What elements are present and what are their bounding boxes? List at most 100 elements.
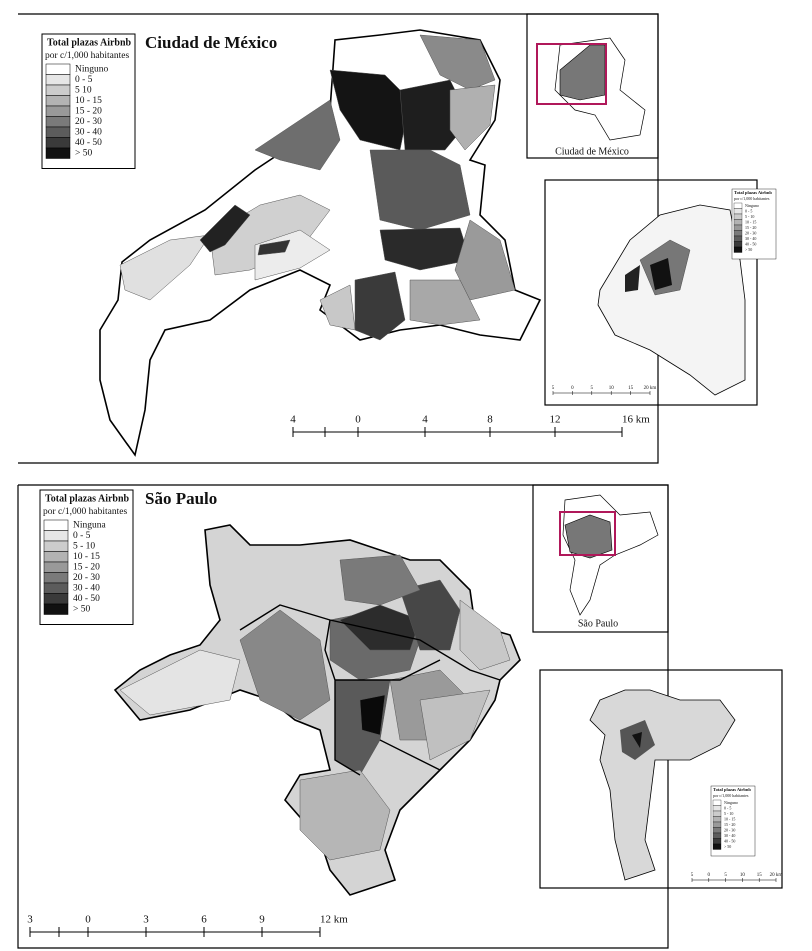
legend-label: > 50 (73, 605, 90, 615)
legend-subtitle: por c/1,000 habitantes (45, 51, 129, 61)
legend-label: > 50 (75, 149, 92, 159)
sao-paulo-locator (559, 494, 659, 616)
panel-frame (17, 484, 783, 949)
detail-legend-swatch (733, 224, 743, 231)
legend-swatch (43, 530, 69, 542)
detail-legend-label: 30 - 40 (724, 833, 735, 838)
scale-label: 4 (290, 414, 296, 426)
detail-scale-label: 10 (609, 386, 615, 391)
detail-legend-label: 0 - 5 (745, 208, 752, 213)
detail-scale-label: 0 (571, 386, 574, 391)
detail-legend-swatch (733, 246, 743, 253)
legend-swatch (43, 582, 69, 594)
scale-label: 8 (487, 414, 493, 426)
scale-label: 16 km (622, 414, 650, 426)
sao-paulo-map (113, 524, 521, 896)
detail-legend-swatch (712, 832, 722, 839)
legend-swatch (45, 63, 71, 75)
detail-legend-swatch (733, 202, 743, 209)
detail-legend-swatch (733, 208, 743, 215)
detail-legend-swatch (733, 219, 743, 226)
detail-legend-label: 20 - 30 (724, 827, 735, 832)
detail-scale-label: 15 (628, 386, 634, 391)
scale-label: 4 (422, 414, 428, 426)
detail-legend-title: Total plazas Airbnb (713, 787, 751, 792)
legend-label: 30 - 40 (75, 128, 102, 138)
detail-legend-swatch (733, 230, 743, 237)
scale-label: 3 (27, 914, 33, 926)
legend-label: 20 - 30 (75, 117, 102, 127)
legend-swatch (45, 74, 71, 86)
legend-swatch (43, 551, 69, 563)
legend-label: 30 - 40 (73, 584, 100, 594)
legend-label: 40 - 50 (75, 138, 102, 148)
scale-label: 0 (85, 914, 91, 926)
detail-scale-label: 0 (708, 873, 711, 878)
scale-label: 9 (259, 914, 265, 926)
detail-legend-label: > 50 (745, 247, 752, 252)
legend-swatch (43, 603, 69, 615)
detail-scale-label: 5 (691, 873, 694, 878)
detail-legend-label: 15 - 20 (745, 225, 756, 230)
legend-label: Ninguna (73, 521, 107, 531)
detail-legend-swatch (712, 799, 722, 806)
detail-legend-label: 20 - 30 (745, 230, 756, 235)
map-title: São Paulo (145, 489, 217, 508)
detail-legend-label: 5 - 10 (724, 811, 733, 816)
locator-label: São Paulo (578, 618, 618, 629)
cdmx-map (99, 29, 542, 457)
legend-label: 5 - 10 (73, 542, 95, 552)
scale-label: 3 (143, 914, 149, 926)
legend-label: 10 - 15 (73, 552, 100, 562)
detail-legend-label: Ninguno (724, 800, 738, 805)
detail-legend-swatch (733, 213, 743, 220)
detail-legend-swatch (712, 805, 722, 812)
legend-label: 20 - 30 (73, 573, 100, 583)
legend-label: 10 - 15 (75, 96, 102, 106)
scale-label: 0 (355, 414, 361, 426)
detail-scale-label: 15 (757, 873, 763, 878)
locator-label: Ciudad de México (555, 146, 629, 157)
legend-swatch (45, 147, 71, 159)
legend-subtitle: por c/1,000 habitantes (43, 507, 127, 517)
legend-label: 5 10 (75, 86, 92, 96)
legend-label: 15 - 20 (73, 563, 100, 573)
detail-legend-swatch (712, 821, 722, 828)
scale-label: 6 (201, 914, 207, 926)
legend-swatch (43, 572, 69, 584)
detail-legend-label: 40 - 50 (745, 241, 756, 246)
detail-legend-label: 10 - 15 (724, 816, 735, 821)
detail-legend-label: 30 - 40 (745, 236, 756, 241)
detail-legend-label: Ninguno (745, 203, 759, 208)
legend-label: 15 - 20 (75, 107, 102, 117)
detail-scale-label: 5 (552, 386, 555, 391)
cdmx-detail (597, 204, 746, 396)
legend-swatch (45, 84, 71, 96)
legend-swatch (45, 137, 71, 149)
map-title: Ciudad de México (145, 33, 277, 52)
sao-paulo-detail (589, 689, 736, 881)
detail-legend-swatch (712, 827, 722, 834)
detail-legend-swatch (733, 235, 743, 242)
detail-legend-swatch (712, 816, 722, 823)
legend-swatch (45, 95, 71, 107)
detail-scale-label: 10 (740, 873, 746, 878)
detail-scale-label: 5 (591, 386, 594, 391)
detail-legend-title: Total plazas Airbnb (734, 190, 772, 195)
legend-swatch (45, 126, 71, 138)
scale-label: 12 (550, 414, 561, 426)
legend-swatch (45, 116, 71, 128)
legend-swatch (43, 593, 69, 605)
detail-legend-label: 10 - 15 (745, 219, 756, 224)
legend-title: Total plazas Airbnb (47, 37, 132, 48)
detail-legend-swatch (712, 838, 722, 845)
legend-title: Total plazas Airbnb (45, 493, 130, 504)
cdmx-locator (536, 37, 646, 141)
detail-legend-subtitle: por c/1,000 habitantes (734, 196, 770, 202)
detail-scale-label: 20 km (644, 386, 657, 391)
legend-label: 0 - 5 (75, 75, 93, 85)
detail-legend-swatch (733, 241, 743, 248)
detail-legend-label: 5 - 10 (745, 214, 754, 219)
detail-legend-subtitle: por c/1,000 habitantes (713, 793, 749, 799)
